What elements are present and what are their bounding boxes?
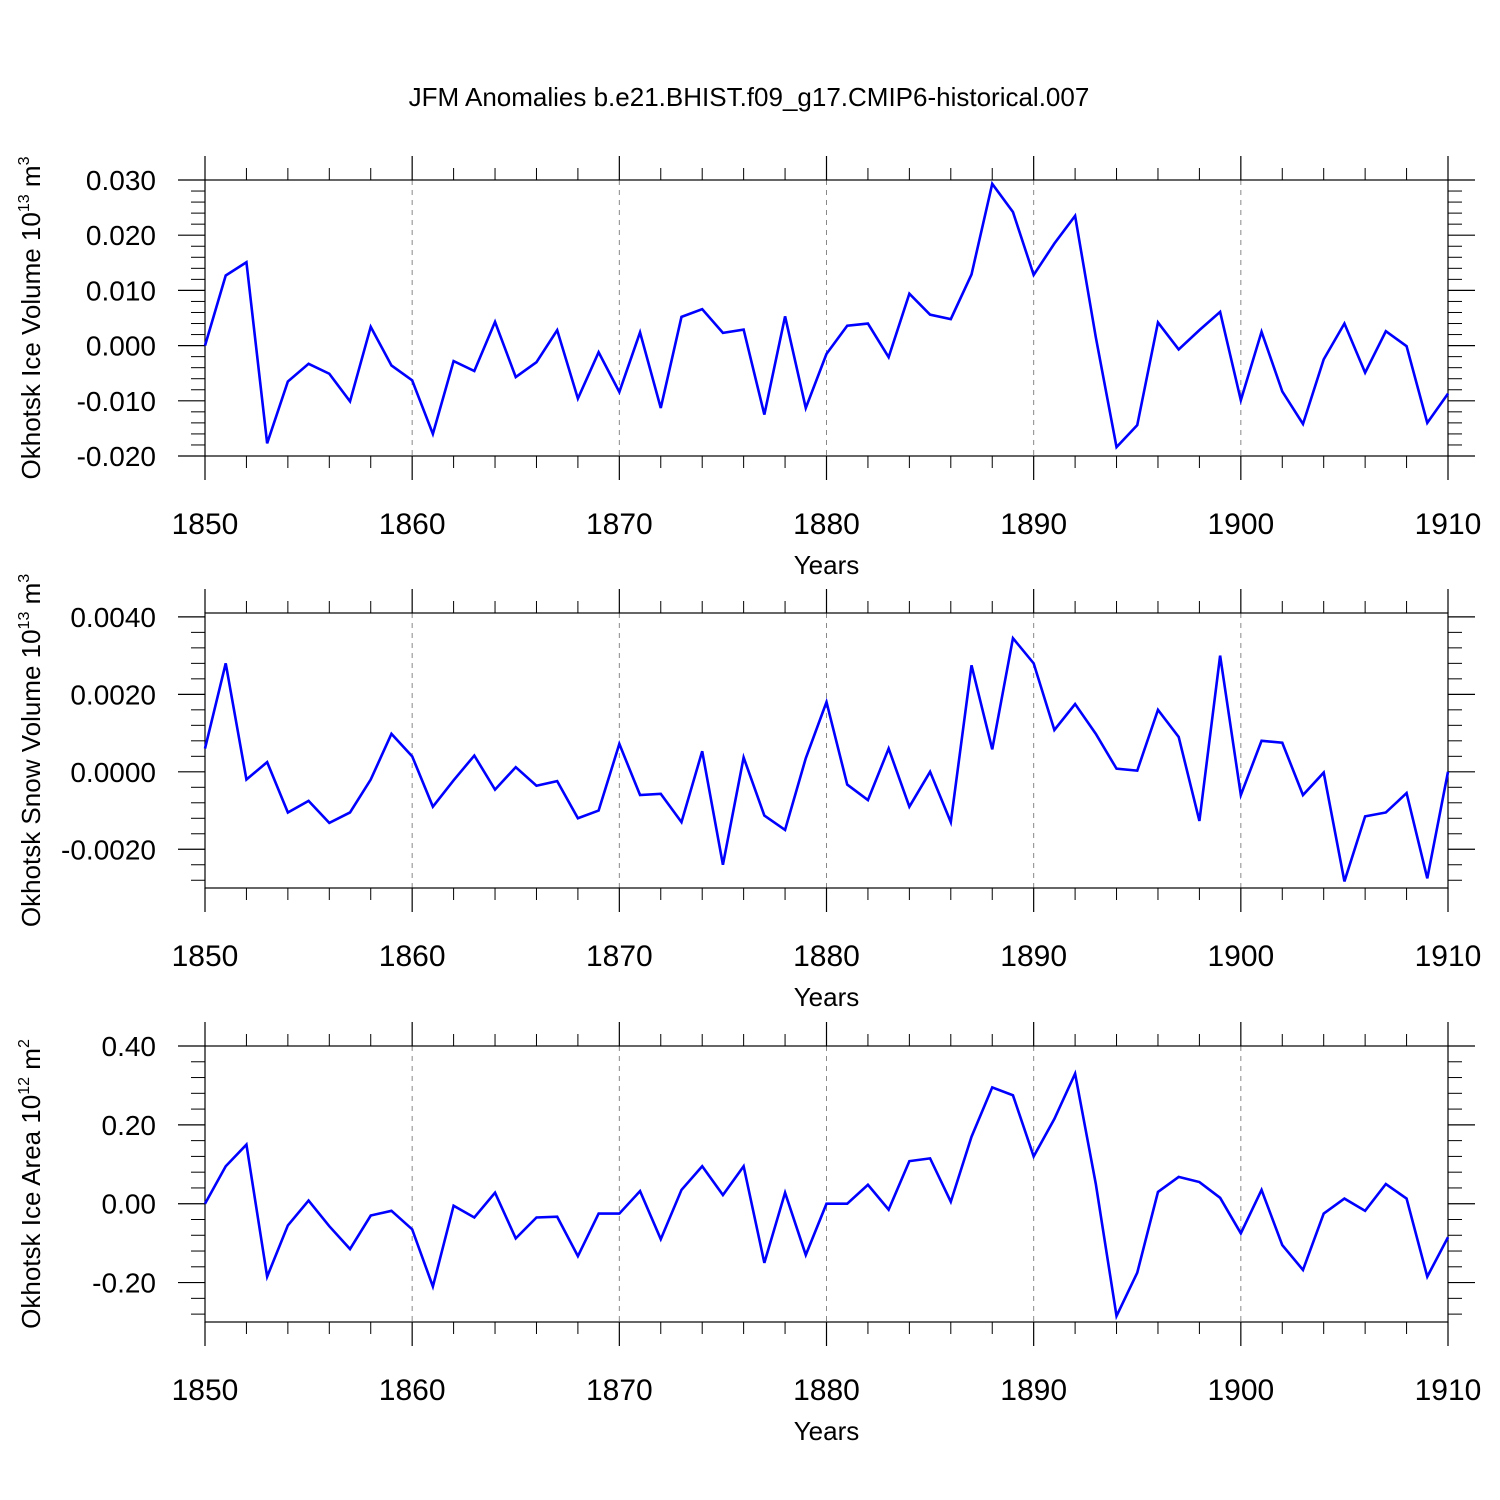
x-tick-label: 1900 <box>1207 508 1274 541</box>
y-axis-label: Okhotsk Ice Area 1012 m2 <box>16 1039 46 1329</box>
y-tick-label: 0.0000 <box>70 757 156 788</box>
y-tick-label: 0.030 <box>86 165 156 196</box>
x-tick-label: 1890 <box>1000 508 1067 541</box>
x-axis-label: Years <box>794 550 860 580</box>
x-tick-label: 1850 <box>172 940 239 973</box>
y-axis-label: Okhotsk Snow Volume 1013 m3 <box>16 574 46 927</box>
chart-panel-2: -0.0020 0.0000 0.0020 0.0040 1850 1860 1870 188… <box>16 574 1481 1012</box>
x-axis-label: Years <box>794 982 860 1012</box>
y-tick-label: 0.00 <box>102 1189 157 1220</box>
y-tick-label: 0.010 <box>86 275 156 306</box>
x-tick-label: 1890 <box>1000 1374 1067 1407</box>
x-tick-label: 1860 <box>379 1374 446 1407</box>
x-tick-label: 1870 <box>586 508 653 541</box>
y-tick-label: -0.020 <box>77 441 156 472</box>
y-tick-label: 0.0040 <box>70 602 156 633</box>
y-tick-label: 0.20 <box>102 1110 157 1141</box>
figure-title: JFM Anomalies b.e21.BHIST.f09_g17.CMIP6-… <box>409 82 1090 112</box>
x-tick-label: 1900 <box>1207 1374 1274 1407</box>
y-tick-label: 0.0020 <box>70 679 156 710</box>
y-tick-label: 0.020 <box>86 220 156 251</box>
chart-panel-3: -0.20 0.00 0.20 0.40 1850 1860 1870 1880 1890 190… <box>16 1022 1481 1446</box>
y-axis-label: Okhotsk Ice Volume 1013 m3 <box>16 156 46 479</box>
x-tick-label: 1870 <box>586 940 653 973</box>
x-tick-label: 1860 <box>379 508 446 541</box>
y-tick-label: 0.40 <box>102 1031 157 1062</box>
y-tick-label: -0.20 <box>92 1268 156 1299</box>
x-tick-label: 1880 <box>793 940 860 973</box>
x-axis-label: Years <box>794 1416 860 1446</box>
x-tick-label: 1910 <box>1415 508 1482 541</box>
x-tick-label: 1910 <box>1415 940 1482 973</box>
y-tick-label: 0.000 <box>86 331 156 362</box>
x-tick-label: 1850 <box>172 1374 239 1407</box>
chart-panel-1: -0.020 -0.010 0.000 0.010 0.020 0.030 1850 1860… <box>16 156 1481 580</box>
x-tick-label: 1890 <box>1000 940 1067 973</box>
x-tick-label: 1870 <box>586 1374 653 1407</box>
y-tick-label: -0.0020 <box>61 834 156 865</box>
x-tick-label: 1850 <box>172 508 239 541</box>
x-tick-label: 1900 <box>1207 940 1274 973</box>
x-tick-label: 1910 <box>1415 1374 1482 1407</box>
x-tick-label: 1880 <box>793 508 860 541</box>
y-tick-label: -0.010 <box>77 386 156 417</box>
x-tick-label: 1860 <box>379 940 446 973</box>
x-tick-label: 1880 <box>793 1374 860 1407</box>
